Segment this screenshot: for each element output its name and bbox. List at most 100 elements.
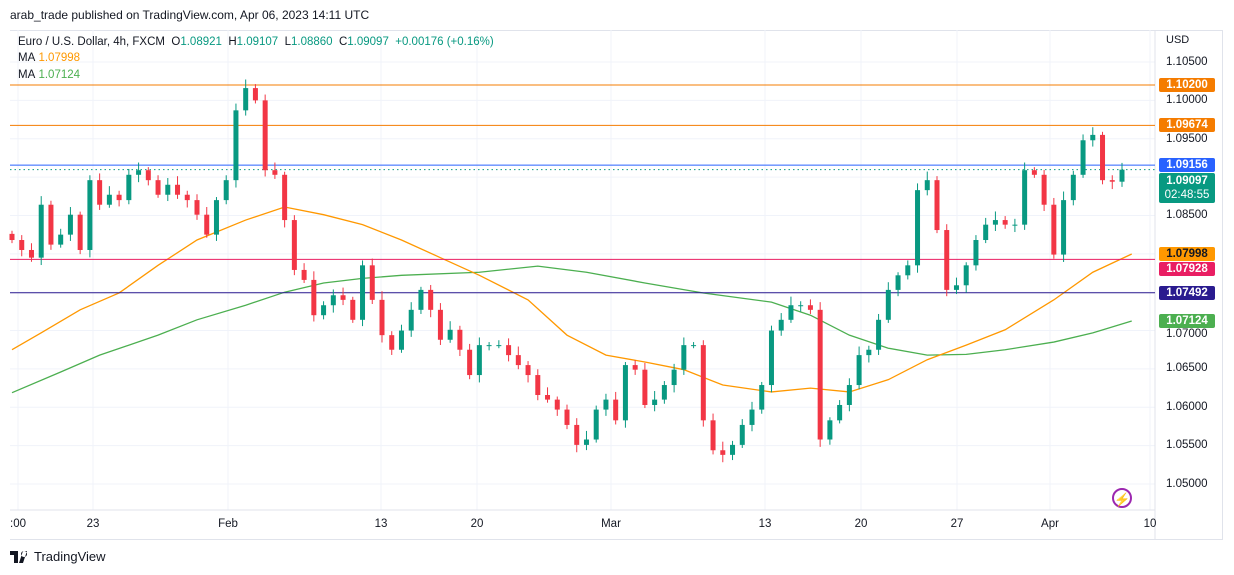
low-value: 1.08860: [291, 36, 333, 48]
price-tick: 1.10500: [1166, 55, 1208, 68]
candle-up: [233, 110, 239, 181]
price-tick: 1.06000: [1166, 400, 1208, 413]
price-chart[interactable]: [0, 0, 1234, 545]
candle-down: [467, 349, 473, 376]
candle-up: [603, 399, 609, 410]
ma-slow-legend[interactable]: MA 1.07124: [18, 69, 80, 81]
candle-down: [554, 399, 560, 410]
ma-fast-line: [11, 206, 1133, 393]
time-tick: 13: [758, 518, 772, 530]
candle-up: [87, 180, 93, 250]
candle-up: [652, 399, 658, 405]
candle-up: [691, 345, 697, 347]
candle-down: [710, 420, 716, 451]
candle-down: [350, 299, 356, 320]
currency-label: USD: [1166, 34, 1190, 46]
candle-down: [1100, 134, 1106, 181]
candle-down: [311, 279, 317, 316]
candle-up: [583, 439, 589, 445]
candle-up: [476, 345, 482, 376]
candle-down: [437, 309, 443, 340]
candle-up: [983, 224, 989, 241]
candle-down: [175, 184, 181, 195]
candle-down: [77, 214, 83, 250]
candle-up: [749, 409, 755, 425]
candle-up: [126, 174, 132, 201]
symbol-title[interactable]: Euro / U.S. Dollar, 4h, FXCM: [18, 36, 165, 48]
support-pink-label: 1.07928: [1159, 261, 1215, 276]
candle-down: [564, 409, 570, 425]
candle-down: [574, 424, 580, 445]
price-tick: 1.06500: [1166, 362, 1208, 375]
candle-down: [340, 295, 346, 300]
high-value: 1.09107: [236, 36, 279, 48]
candle-up: [1080, 140, 1086, 175]
candle-down: [428, 289, 434, 310]
candle-up: [788, 305, 794, 320]
ma-fast-legend[interactable]: MA 1.07998: [18, 52, 80, 64]
candle-up: [992, 220, 998, 225]
price-tick: 1.08500: [1166, 208, 1208, 221]
candle-up: [486, 345, 492, 347]
candle-up: [895, 275, 901, 290]
candle-down: [1041, 174, 1047, 205]
candle-up: [768, 330, 774, 386]
candle-down: [632, 365, 638, 370]
ma-slow-label: 1.07124: [1159, 314, 1215, 329]
low-label: L: [284, 36, 291, 48]
time-tick: Apr: [1041, 518, 1059, 530]
time-tick: 10: [1143, 518, 1157, 530]
candle-up: [866, 349, 872, 356]
candle-down: [204, 214, 210, 235]
ma-label: MA: [18, 52, 36, 64]
candle-down: [515, 355, 521, 366]
chart-frame: [10, 30, 1223, 540]
resistance-1-label: 1.10200: [1159, 78, 1215, 93]
candle-down: [720, 450, 726, 455]
candle-down: [28, 249, 34, 258]
lightning-icon[interactable]: ⚡: [1112, 488, 1132, 508]
candle-up: [321, 305, 327, 316]
candle-down: [282, 174, 288, 221]
candle-up: [136, 170, 142, 175]
candle-up: [885, 289, 891, 320]
resistance-2-label: 1.09674: [1159, 118, 1215, 133]
candle-down: [817, 309, 823, 440]
level-blue-label: 1.09156: [1159, 158, 1215, 173]
candle-up: [924, 180, 930, 191]
candle-up: [730, 444, 736, 455]
candle-up: [38, 204, 44, 258]
candle-up: [418, 289, 424, 310]
candle-down: [19, 240, 25, 250]
candle-up: [496, 345, 502, 347]
candle-down: [1031, 170, 1037, 175]
time-tick: 20: [854, 518, 868, 530]
ma-slow-line: [11, 265, 1132, 394]
ma-fast-label: 1.07998: [1159, 246, 1215, 261]
candle-up: [778, 319, 784, 331]
candle-down: [155, 180, 161, 195]
support-navy-label: 1.07492: [1159, 285, 1215, 300]
price-tick: 1.09500: [1166, 133, 1208, 146]
close-label: C: [338, 36, 348, 48]
candle-down: [1109, 180, 1115, 182]
publisher-line: arab_trade published on TradingView.com,…: [10, 8, 370, 22]
candle-up: [223, 180, 229, 201]
candle-up: [67, 214, 73, 235]
time-tick: Mar: [601, 518, 621, 530]
candle-up: [408, 309, 414, 331]
candle-up: [856, 355, 862, 386]
candle-down: [184, 194, 190, 201]
candle-down: [807, 305, 813, 310]
candle-up: [759, 385, 765, 410]
candle-down: [379, 299, 385, 336]
open-label: O: [171, 36, 181, 48]
candle-up: [827, 420, 833, 440]
ma-fast-value: 1.07998: [38, 52, 81, 64]
candle-up: [905, 265, 911, 276]
candle-down: [97, 180, 103, 205]
candle-down: [944, 230, 950, 290]
bar-countdown: 02:48:55: [1164, 189, 1210, 202]
candle-down: [145, 170, 151, 181]
candle-up: [165, 184, 171, 195]
